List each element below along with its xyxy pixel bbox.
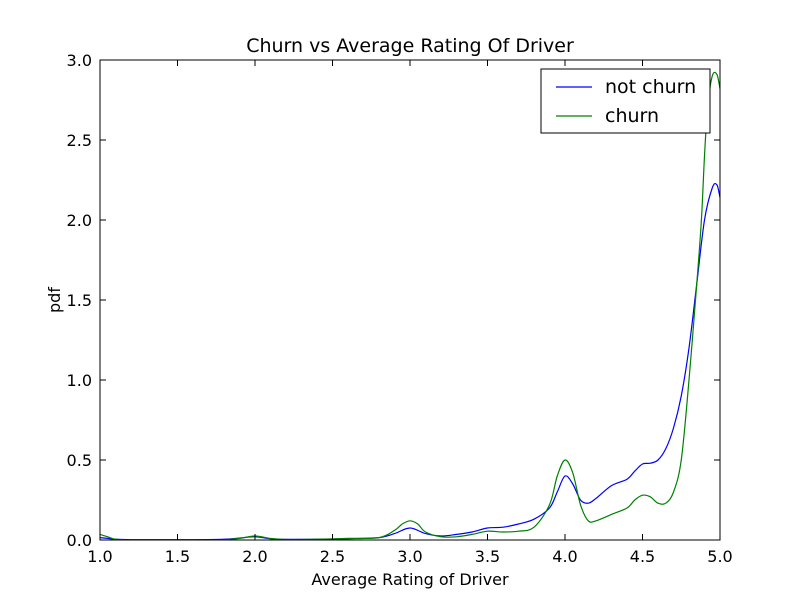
y-tick-label: 3.0 [67, 51, 92, 70]
y-axis-label: pdf [45, 287, 64, 313]
x-tick-label: 5.0 [707, 547, 732, 566]
series-line-not-churn [100, 182, 720, 540]
y-tick-label: 2.5 [67, 131, 92, 150]
x-tick-label: 4.5 [630, 547, 655, 566]
y-tick-label: 1.0 [67, 371, 92, 390]
y-tick-label: 0.5 [67, 451, 92, 470]
axis-ticks: 1.0 1.5 2.0 2.5 3.0 3.5 4.0 4.5 5.0 0.0 0.5 1.0 1.5 2… [67, 51, 733, 566]
y-tick-label: 2.0 [67, 211, 92, 230]
x-tick-label: 1.0 [87, 547, 112, 566]
x-tick-label: 4.0 [552, 547, 577, 566]
x-tick-label: 2.5 [320, 547, 345, 566]
x-axis-label: Average Rating of Driver [311, 570, 509, 589]
legend-frame [540, 68, 711, 134]
chart-title: Churn vs Average Rating Of Driver [246, 35, 574, 57]
legend: not churn churn [540, 68, 711, 134]
y-tick-label: 0.0 [67, 531, 92, 550]
x-tick-label: 3.5 [475, 547, 500, 566]
legend-label-churn: churn [605, 105, 659, 127]
x-tick-label: 3.0 [397, 547, 422, 566]
plot-lines [100, 71, 720, 540]
legend-label-not-churn: not churn [605, 76, 696, 98]
y-tick-label: 1.5 [67, 291, 92, 310]
series-line-churn [100, 71, 720, 540]
x-tick-label: 2.0 [242, 547, 267, 566]
x-tick-label: 1.5 [165, 547, 190, 566]
